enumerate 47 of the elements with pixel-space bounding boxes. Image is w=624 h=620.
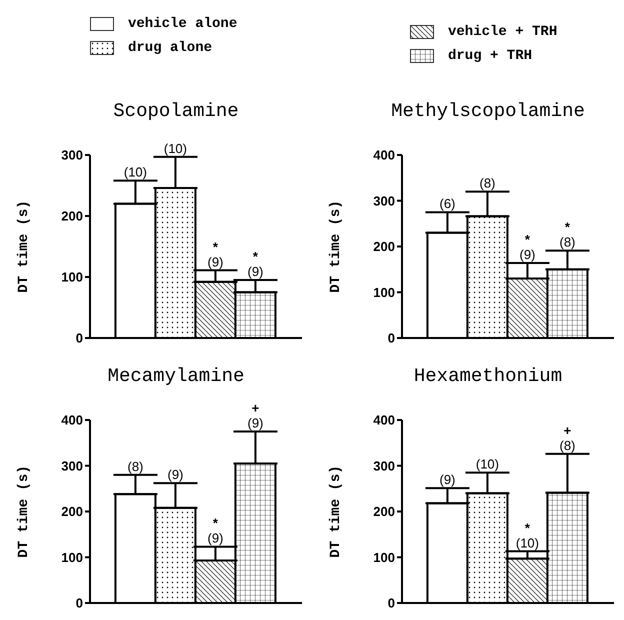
y-tick-label: 200 <box>373 239 395 254</box>
annotation: * (9) <box>247 249 264 280</box>
legend-label: drug alone <box>128 40 212 56</box>
annotation: (9) <box>439 472 456 488</box>
y-tick-label: 300 <box>61 458 83 474</box>
chart-title: Scopolamine <box>112 100 240 122</box>
chart-title: Mecamylamine <box>106 365 246 387</box>
legend-label: drug + TRH <box>448 48 532 64</box>
chart-title: Methylscopolamine <box>390 100 586 122</box>
legend-label: vehicle + TRH <box>448 24 558 40</box>
y-tick-label: 200 <box>61 504 83 520</box>
annotation: * (10) <box>516 520 540 550</box>
y-tick-label: 0 <box>76 596 83 611</box>
annotation: (10) <box>476 456 500 472</box>
y-tick-label: 0 <box>388 596 395 611</box>
annotation: (8) <box>127 458 144 474</box>
annotation: (10) <box>164 140 188 156</box>
y-axis-title: DT time (s) <box>328 200 344 293</box>
annotation: (6) <box>439 196 456 212</box>
annotation: * (9) <box>207 516 224 546</box>
y-tick-label: 400 <box>373 412 395 428</box>
y-axis-title: DT time (s) <box>16 200 32 293</box>
annotation: * (9) <box>519 232 536 262</box>
y-tick-label: 300 <box>373 193 395 208</box>
y-tick-label: 400 <box>373 148 395 163</box>
annotation: (9) <box>167 467 184 482</box>
legend-label: vehicle alone <box>128 16 238 32</box>
annotation: (10) <box>124 164 148 180</box>
y-tick-label: 0 <box>388 330 395 346</box>
annotation: (8) <box>479 176 496 191</box>
y-tick-label: 0 <box>76 330 83 346</box>
y-tick-label: 300 <box>373 458 395 474</box>
annotation: * (8) <box>559 220 576 250</box>
y-axis-title: DT time (s) <box>16 465 32 558</box>
y-tick-label: 100 <box>373 550 395 565</box>
chart-title: Hexamethonium <box>412 365 564 387</box>
y-tick-label: 300 <box>61 148 83 163</box>
y-tick-label: 100 <box>373 284 395 300</box>
y-axis-title: DT time (s) <box>328 465 344 558</box>
y-tick-label: 400 <box>61 412 83 428</box>
y-tick-label: 100 <box>61 270 83 285</box>
y-tick-label: 200 <box>61 208 83 224</box>
annotation: + (8) <box>559 422 576 453</box>
annotation: + (9) <box>247 400 264 430</box>
annotation: * (9) <box>207 239 224 270</box>
y-tick-label: 100 <box>61 550 83 565</box>
y-tick-label: 200 <box>373 504 395 520</box>
